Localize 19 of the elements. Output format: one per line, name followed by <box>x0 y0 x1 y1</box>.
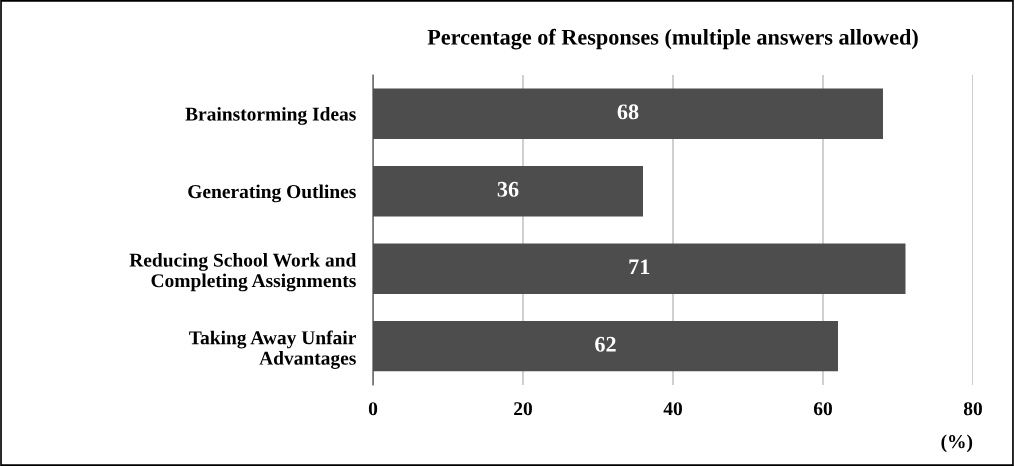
data-label: 62 <box>595 336 616 352</box>
x-tick-label: 80 <box>963 402 982 416</box>
data-label: 68 <box>617 104 639 120</box>
bar <box>373 88 883 139</box>
data-label: 71 <box>629 259 650 275</box>
x-tick-label: 0 <box>368 402 378 416</box>
y-tick-label: Generating Outlines <box>188 184 356 203</box>
data-label: 36 <box>497 181 519 197</box>
y-tick-label: Brainstorming Ideas <box>185 107 356 125</box>
x-tick-label: 20 <box>514 402 532 416</box>
bar <box>373 166 643 217</box>
chart-title: Percentage of Responses (multiple answers allowed) <box>427 28 918 50</box>
x-tick-label: 60 <box>813 402 832 416</box>
bar <box>373 321 838 372</box>
y-tick-label: Taking Away Unfair Advantages <box>189 330 356 369</box>
y-tick-label: Reducing School Work and Completing Assignments <box>129 253 357 292</box>
bar <box>373 243 906 294</box>
x-tick-label: 40 <box>663 402 682 416</box>
x-axis-title: (%) <box>941 434 973 453</box>
